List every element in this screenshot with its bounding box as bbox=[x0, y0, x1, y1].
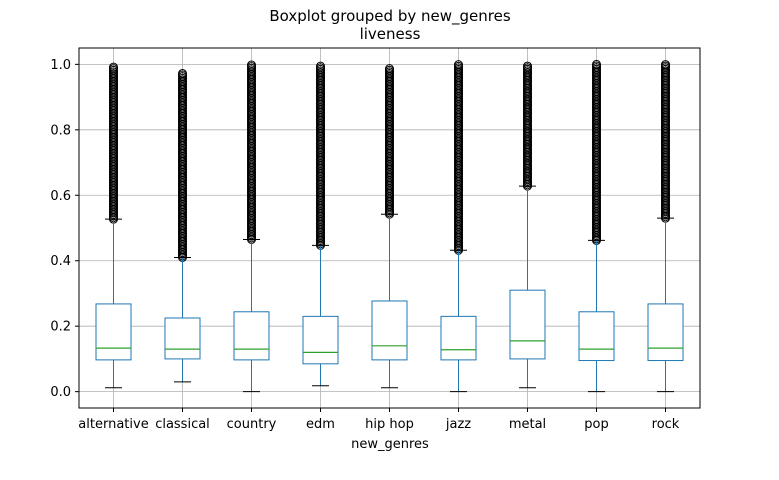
iqr-box bbox=[509, 289, 546, 360]
y-tick-label: 0.0 bbox=[50, 385, 71, 400]
x-tick-label: rock bbox=[652, 417, 680, 432]
flier-column bbox=[385, 64, 394, 219]
box-group-jazz bbox=[440, 60, 477, 393]
y-tick-label: 1.0 bbox=[50, 58, 71, 73]
box-group-alternative bbox=[95, 62, 132, 389]
x-tick-label: jazz bbox=[445, 417, 471, 432]
iqr-box bbox=[371, 300, 408, 361]
iqr-box bbox=[440, 315, 477, 361]
flier bbox=[247, 60, 256, 70]
y-tick-label: 0.2 bbox=[50, 320, 71, 335]
iqr-box bbox=[302, 315, 339, 365]
iqr-box bbox=[233, 311, 270, 361]
chart-title: Boxplot grouped by new_genres bbox=[269, 7, 510, 26]
box-group-pop bbox=[578, 59, 615, 393]
flier-column bbox=[316, 61, 325, 250]
box-group-classical bbox=[164, 68, 201, 383]
y-tick-label: 0.4 bbox=[50, 254, 71, 269]
flier bbox=[592, 59, 601, 69]
box-group-edm bbox=[302, 61, 339, 387]
flier bbox=[661, 60, 670, 70]
flier-column bbox=[454, 60, 463, 255]
box-group-metal bbox=[509, 61, 546, 389]
flier bbox=[523, 61, 532, 71]
flier-column bbox=[523, 61, 532, 191]
x-tick-label: metal bbox=[509, 417, 546, 432]
flier bbox=[385, 64, 394, 74]
x-tick-label: edm bbox=[306, 417, 335, 432]
x-tick-label: hip hop bbox=[365, 417, 414, 432]
box-layer bbox=[95, 59, 684, 393]
iqr-box bbox=[164, 317, 201, 360]
tick-layer: 0.0 0.2 0.4 0.6 0.8 1.0 alternative classical co… bbox=[50, 58, 679, 432]
box-group-country bbox=[233, 60, 270, 393]
box-group-hip-hop bbox=[371, 64, 408, 389]
iqr-box bbox=[578, 311, 615, 362]
flier bbox=[178, 68, 187, 78]
x-tick-label: classical bbox=[155, 417, 210, 432]
box-group-rock bbox=[647, 60, 684, 393]
x-tick-label: pop bbox=[584, 417, 608, 432]
chart-subtitle: liveness bbox=[360, 25, 421, 43]
flier bbox=[316, 61, 325, 71]
flier-column bbox=[661, 60, 670, 223]
flier-column bbox=[592, 59, 601, 245]
flier-column bbox=[109, 62, 118, 224]
y-tick-label: 0.6 bbox=[50, 189, 71, 204]
y-tick-label: 0.8 bbox=[50, 123, 71, 138]
iqr-box bbox=[95, 303, 132, 361]
x-axis-label: new_genres bbox=[351, 437, 429, 452]
flier-column bbox=[178, 68, 187, 262]
iqr-box bbox=[647, 303, 684, 362]
x-tick-label: country bbox=[227, 417, 277, 432]
flier bbox=[109, 62, 118, 72]
flier-column bbox=[247, 60, 256, 244]
x-tick-label: alternative bbox=[78, 417, 148, 432]
flier bbox=[454, 60, 463, 70]
